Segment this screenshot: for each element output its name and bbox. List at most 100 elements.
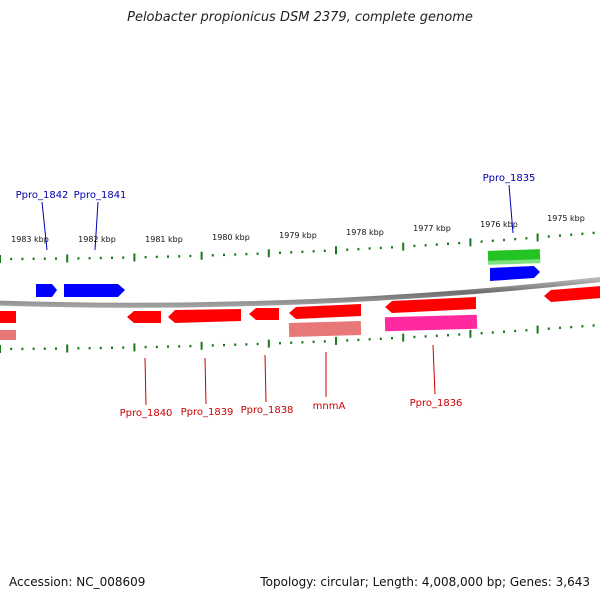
accession-text: Accession: NC_008609 <box>9 575 146 589</box>
inner-tick <box>0 345 1 353</box>
inner-tick <box>10 347 13 351</box>
gene-label-ppro-1841[interactable]: Ppro_1841 <box>74 190 127 201</box>
ruler-label-1983: 1983 kbp <box>11 235 49 244</box>
outer-tick <box>88 257 91 260</box>
outer-tick <box>368 247 371 250</box>
gene-arrow-ppro-1838[interactable] <box>249 308 279 320</box>
inner-tick <box>200 341 203 350</box>
inner-tick <box>111 346 113 349</box>
outer-tick <box>43 257 46 260</box>
inner-tick <box>178 345 181 348</box>
top-callout-lines <box>41 184 514 251</box>
outer-tick-row <box>0 231 595 263</box>
gene-arrow-ppro-1835[interactable] <box>490 266 540 281</box>
outer-tick <box>256 252 259 255</box>
inner-tick <box>267 339 270 348</box>
gene-rna-green-shade <box>488 259 541 265</box>
outer-tick <box>211 254 214 257</box>
inner-tick <box>391 337 393 340</box>
gene-label-ppro-1835[interactable]: Ppro_1835 <box>483 173 536 184</box>
outer-tick <box>0 255 1 263</box>
outer-tick <box>357 247 360 251</box>
outer-tick <box>402 242 405 251</box>
inner-tick <box>77 347 80 350</box>
gene-arrow-ppro-1842[interactable] <box>36 284 57 297</box>
inner-tick <box>447 334 449 337</box>
outer-tick <box>223 253 225 257</box>
gene-pseudo-ppro-1836[interactable] <box>384 314 478 332</box>
inner-tick <box>88 347 91 350</box>
outer-tick <box>480 240 483 243</box>
outer-tick <box>77 257 80 260</box>
outer-tick <box>547 235 550 238</box>
inner-tick <box>435 334 438 337</box>
gene-arrow-ppro-1839[interactable] <box>168 309 241 323</box>
outer-tick <box>144 256 147 259</box>
gene-arrow-right-partial[interactable] <box>544 286 600 302</box>
inner-tick <box>323 340 326 343</box>
outer-tick <box>99 256 102 260</box>
inner-tick <box>290 341 293 344</box>
inner-tick-row <box>0 324 595 353</box>
ruler-label-1978: 1978 kbp <box>346 228 384 237</box>
reverse-strand-genes <box>0 286 600 340</box>
outer-tick <box>424 244 427 247</box>
outer-tick <box>234 253 237 256</box>
inner-tick <box>55 347 57 350</box>
outer-tick <box>279 251 281 254</box>
inner-tick <box>223 343 225 347</box>
inner-tick <box>211 344 214 347</box>
inner-tick <box>256 342 259 346</box>
gene-arrow-mnma[interactable] <box>289 304 361 319</box>
inner-tick <box>592 324 595 327</box>
gene-arrow-ppro-1836-upper[interactable] <box>385 297 476 313</box>
outer-tick <box>155 255 158 259</box>
inner-tick <box>346 339 349 342</box>
inner-tick <box>133 343 136 352</box>
outer-tick <box>503 238 505 242</box>
outer-tick <box>312 250 315 253</box>
outer-tick <box>413 244 416 248</box>
gene-label-ppro-1839[interactable]: Ppro_1839 <box>181 407 234 418</box>
inner-tick <box>301 341 304 344</box>
gene-label-mnma[interactable]: mnmA <box>313 401 346 412</box>
outer-tick <box>189 254 192 258</box>
gene-arrow-ppro-1840[interactable] <box>127 311 161 323</box>
inner-tick <box>66 344 69 353</box>
ruler-label-1979: 1979 kbp <box>279 231 317 240</box>
inner-tick <box>491 331 494 334</box>
inner-tick <box>144 345 147 349</box>
outer-tick <box>290 251 293 254</box>
outer-tick <box>570 233 573 236</box>
inner-tick <box>402 333 405 342</box>
outer-tick <box>133 253 136 262</box>
ruler-labels: 1983 kbp 1982 kbp 1981 kbp 1980 kbp 1979… <box>11 214 585 244</box>
outer-tick <box>200 251 203 260</box>
outer-tick <box>245 252 248 256</box>
outer-tick <box>559 234 561 237</box>
outer-tick <box>469 238 472 247</box>
outer-tick <box>55 257 57 260</box>
outer-tick <box>301 250 304 253</box>
gene-label-ppro-1840[interactable]: Ppro_1840 <box>120 408 173 419</box>
gene-arrow-left-partial[interactable] <box>0 311 16 323</box>
inner-tick <box>570 325 573 329</box>
gene-arrow-ppro-1841[interactable] <box>64 284 125 297</box>
gene-label-ppro-1842[interactable]: Ppro_1842 <box>16 190 69 201</box>
outer-tick <box>122 256 125 259</box>
inner-tick <box>245 343 248 346</box>
gene-label-ppro-1836[interactable]: Ppro_1836 <box>410 398 463 409</box>
inner-tick <box>525 329 528 332</box>
ruler-label-1977: 1977 kbp <box>413 224 451 233</box>
inner-tick <box>458 333 461 336</box>
outer-tick <box>379 246 382 250</box>
inner-tick <box>379 337 382 340</box>
outer-tick <box>525 237 528 240</box>
outer-tick <box>592 231 595 235</box>
inner-tick <box>312 340 315 343</box>
inner-tick <box>99 346 102 350</box>
outer-tick <box>581 232 584 235</box>
gene-faded-mnma[interactable] <box>288 321 362 337</box>
gene-label-ppro-1838[interactable]: Ppro_1838 <box>241 405 294 416</box>
